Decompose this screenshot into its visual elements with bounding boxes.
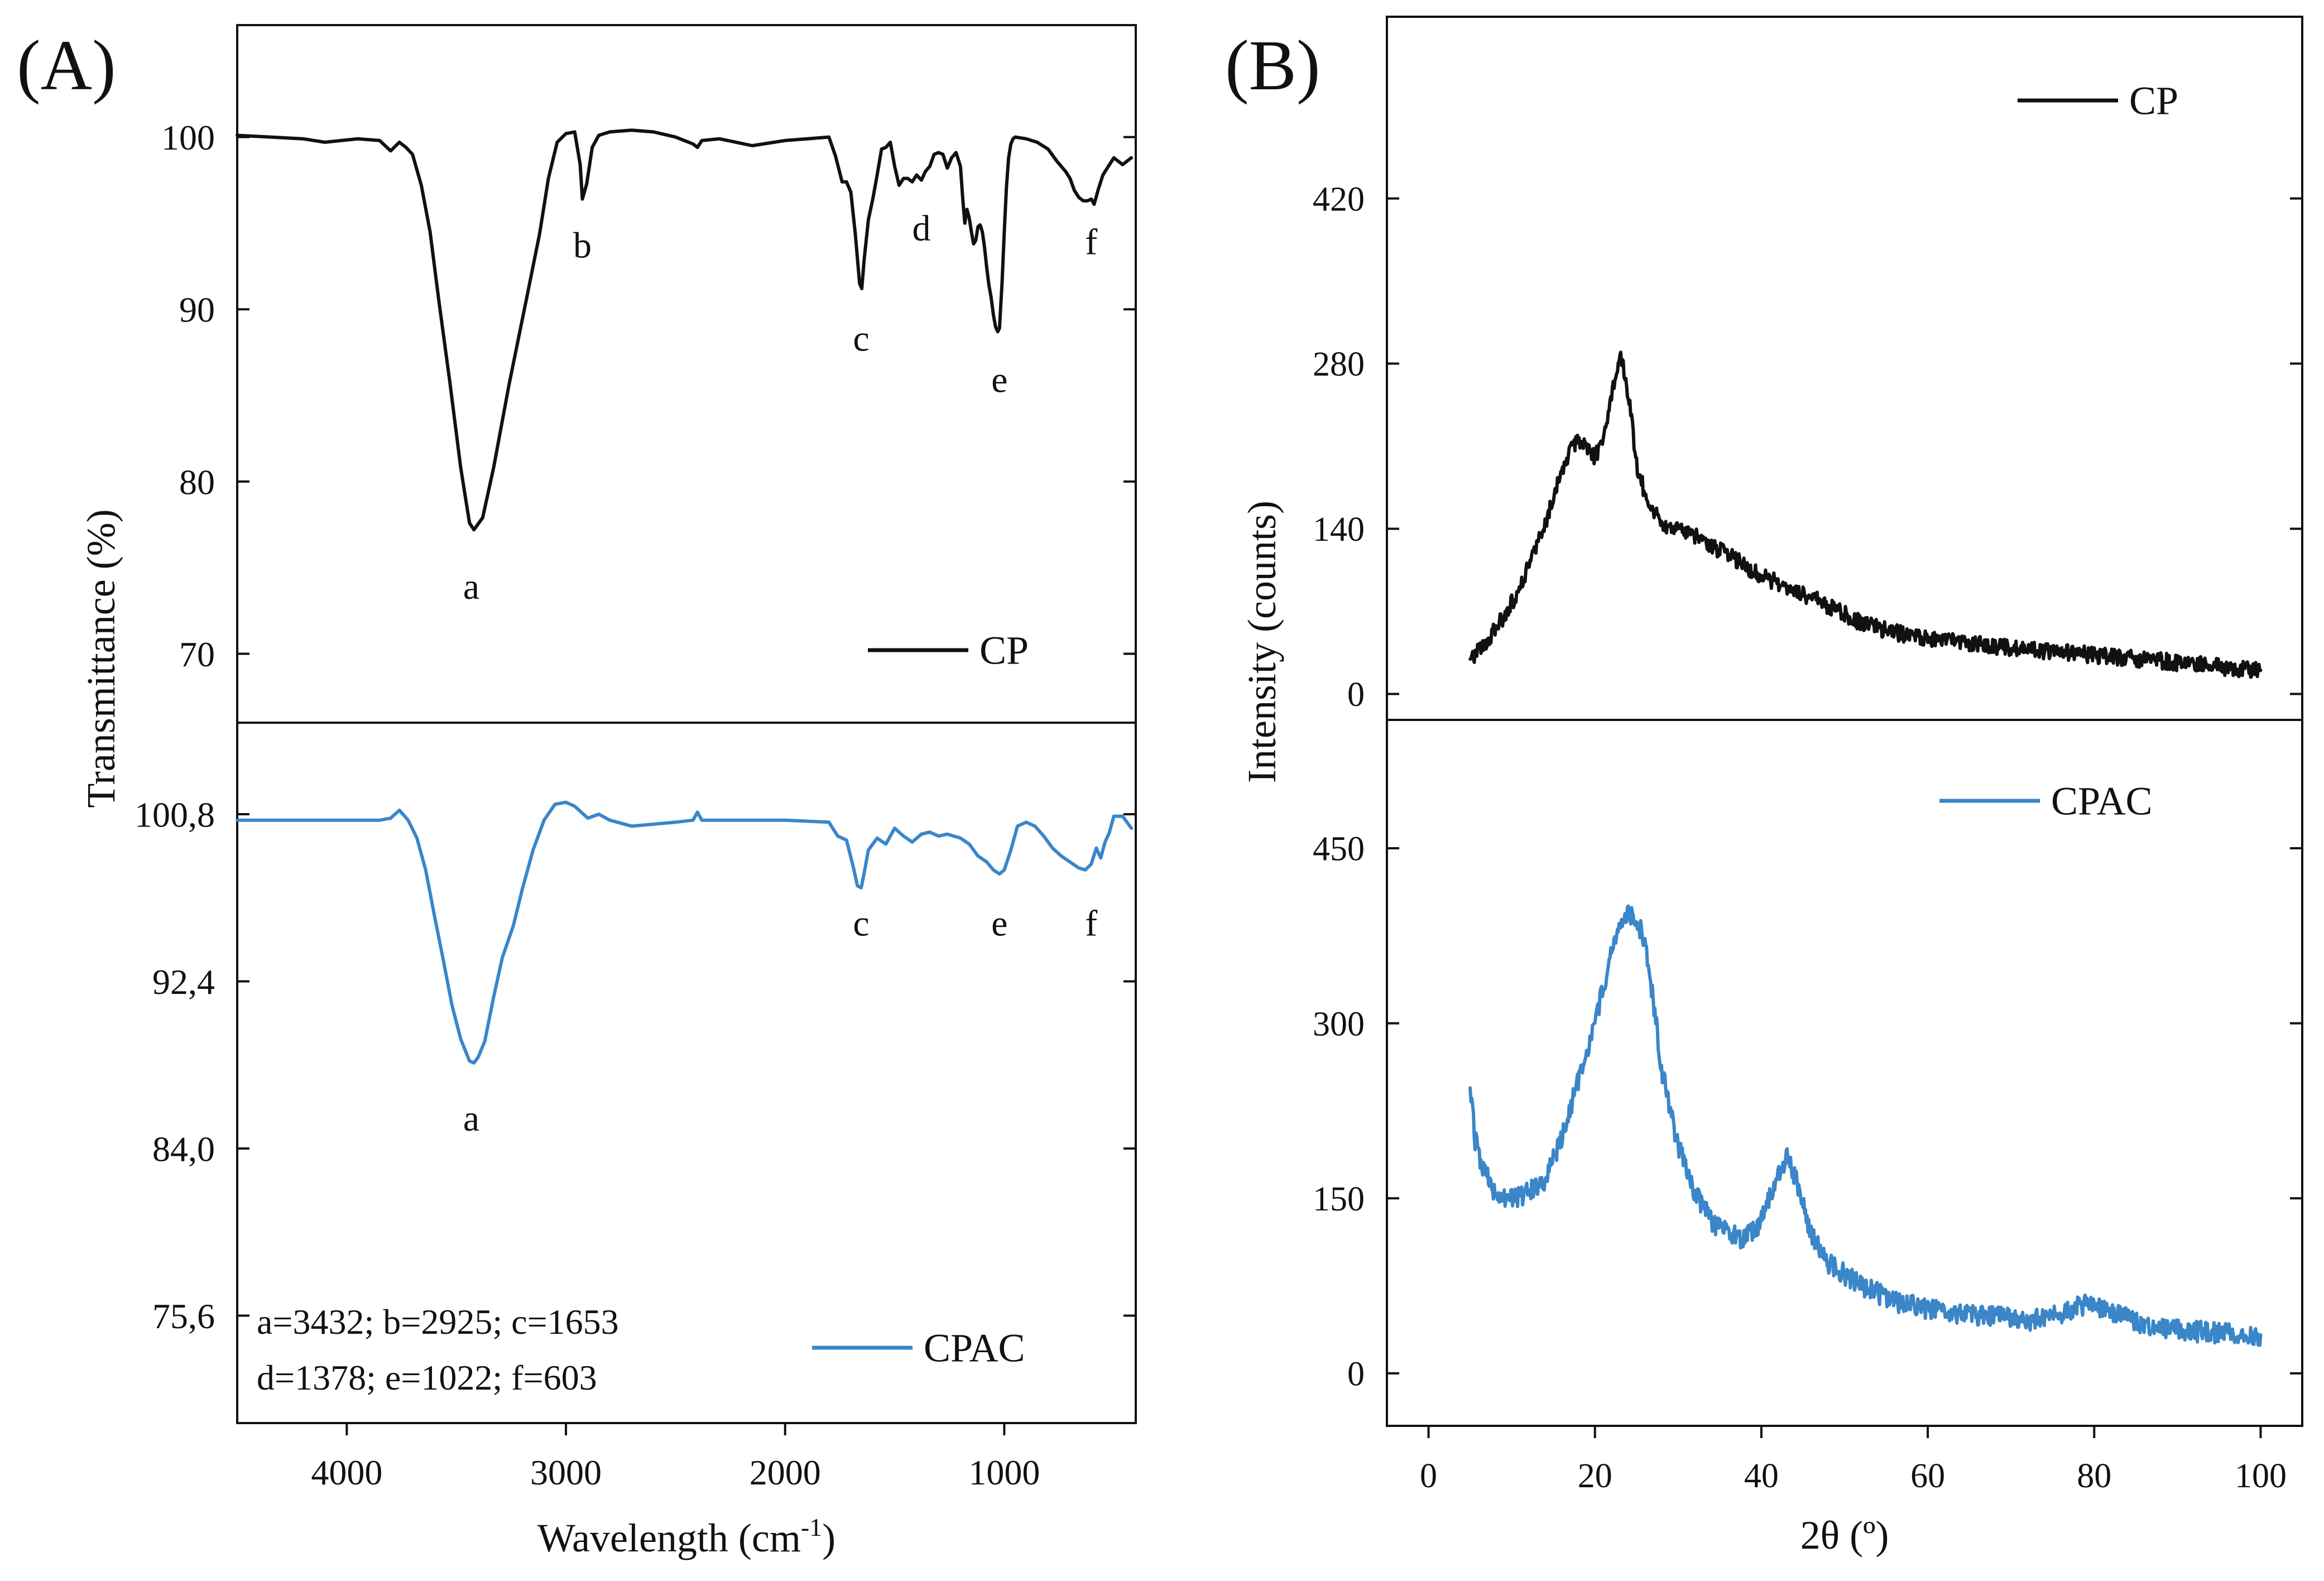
peak-label-f: f — [1085, 222, 1097, 262]
series-line-cpac — [1468, 904, 2263, 1347]
panel-a-ylabel: Transmittance (%) — [79, 509, 123, 808]
y-tick-label: 70 — [179, 635, 215, 674]
legend-label-cpac: CPAC — [924, 1325, 1025, 1370]
peak-label-a: a — [463, 1098, 479, 1139]
panel-a-xlabel-tail: ) — [822, 1516, 836, 1560]
series-line-cp — [236, 128, 1134, 532]
x-tick-label: 80 — [2077, 1457, 2111, 1495]
y-tick-label: 280 — [1313, 345, 1365, 383]
panel-b-bottom-plot: 0 150 300 450 CPAC — [1313, 779, 2302, 1393]
panel-a-x-axis: 4000 3000 2000 1000 — [311, 1423, 1040, 1492]
x-tick-label: 40 — [1744, 1457, 1779, 1495]
peak-label-b: b — [573, 225, 592, 266]
panel-a-label: (A) — [17, 26, 116, 105]
x-tick-label: 60 — [1910, 1457, 1945, 1495]
panel-a-xlabel-sup: -1 — [801, 1513, 822, 1541]
panel-b-ylabel: Intensity (counts) — [1240, 501, 1284, 783]
peak-label-a: a — [463, 566, 479, 607]
annotation-line-1: a=3432; b=2925; c=1653 — [257, 1302, 619, 1342]
peak-label-d: d — [912, 208, 930, 249]
peak-label-e: e — [991, 359, 1007, 400]
x-tick-label: 0 — [1420, 1457, 1437, 1495]
peak-label-f: f — [1085, 903, 1097, 944]
y-tick-label: 100 — [161, 118, 215, 157]
x-tick-label: 2000 — [750, 1453, 821, 1492]
y-tick-label: 150 — [1313, 1180, 1365, 1218]
panel-b-x-axis: 0 20 40 60 80 100 — [1420, 1426, 2287, 1495]
y-tick-label: 75,6 — [152, 1296, 215, 1336]
x-tick-label: 4000 — [311, 1453, 382, 1492]
x-tick-label: 20 — [1578, 1457, 1612, 1495]
y-tick-label: 0 — [1347, 676, 1365, 714]
y-tick-label: 90 — [179, 290, 215, 330]
legend-label-cp: CP — [979, 628, 1029, 672]
annotation-line-2: d=1378; e=1022; f=603 — [257, 1358, 597, 1397]
panel-a-annotation: a=3432; b=2925; c=1653 d=1378; e=1022; f… — [257, 1302, 619, 1397]
y-tick-label: 140 — [1313, 511, 1365, 549]
panel-b-bottom-frame — [1386, 719, 2303, 1427]
peak-label-e: e — [991, 903, 1007, 944]
y-tick-label: 420 — [1313, 180, 1365, 218]
y-tick-label: 80 — [179, 462, 215, 502]
panel-b-label: (B) — [1225, 26, 1321, 105]
panel-a-bottom-frame — [236, 722, 1137, 1424]
x-tick-label: 3000 — [530, 1453, 602, 1492]
y-tick-label: 92,4 — [152, 962, 215, 1002]
y-tick-label: 0 — [1347, 1356, 1365, 1393]
x-tick-label: 1000 — [968, 1453, 1040, 1492]
panel-a: (A) Transmittance (%) Wavelength (cm-1) … — [17, 24, 1137, 1560]
y-tick-label: 450 — [1313, 830, 1365, 868]
series-line-cpac — [236, 800, 1134, 1065]
panel-b-top-plot: 0 140 280 420 CP — [1313, 78, 2302, 714]
legend-label-cpac: CPAC — [2051, 779, 2152, 823]
y-tick-label: 84,0 — [152, 1129, 215, 1169]
peak-label-c: c — [853, 903, 869, 944]
y-tick-label: 100,8 — [135, 795, 215, 834]
panel-a-top-plot: 70 80 90 100 a b c d e f CP — [161, 118, 1136, 674]
y-tick-label: 300 — [1313, 1005, 1365, 1043]
x-tick-label: 100 — [2235, 1457, 2287, 1495]
panel-a-bottom-plot: 75,6 84,0 92,4 100,8 a c e f CPAC — [135, 795, 1136, 1370]
legend-label-cp: CP — [2129, 78, 2178, 123]
panel-b: (B) Intensity (counts) 2θ (º) 0 140 280 420… — [1225, 16, 2303, 1558]
peak-label-c: c — [853, 318, 869, 359]
panel-a-xlabel: Wavelength (cm-1) — [537, 1513, 836, 1560]
panel-a-xlabel-main: Wavelength (cm — [537, 1516, 801, 1560]
panel-b-xlabel: 2θ (º) — [1800, 1513, 1889, 1558]
series-line-cp — [1468, 350, 2263, 679]
